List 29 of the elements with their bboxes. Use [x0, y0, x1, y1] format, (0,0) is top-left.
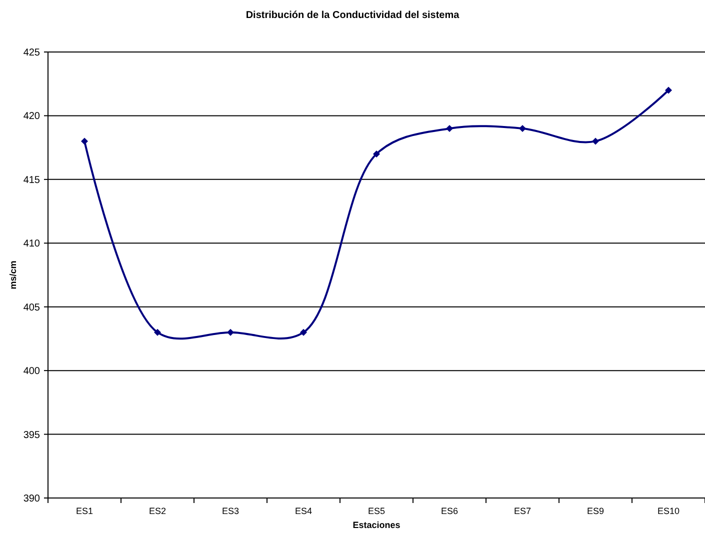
x-tick-label: ES9	[586, 506, 604, 516]
point	[81, 138, 88, 145]
x-tick-label: ES2	[148, 506, 166, 516]
y-tick-label: 395	[23, 430, 40, 441]
chart-title: Distribución de la Conductividad del sistema	[246, 10, 460, 21]
point	[665, 86, 672, 94]
x-tick-label: ES1	[76, 506, 94, 516]
y-tick-label: 405	[23, 302, 40, 314]
x-axis-title: Estaciones	[352, 520, 400, 530]
point	[592, 138, 599, 145]
x-tick-label: ES7	[514, 506, 532, 516]
y-axis-title: ms/cm	[8, 260, 18, 290]
x-tick-label: ES3	[222, 506, 240, 516]
x-tick-label: ES6	[440, 506, 458, 516]
point	[519, 124, 526, 132]
x-tick-label: ES10	[657, 506, 680, 516]
y-tick-label: 425	[23, 48, 40, 58]
y-tick-label: 400	[23, 366, 40, 378]
point	[300, 328, 307, 336]
point	[446, 124, 453, 132]
y-tick-label: 415	[23, 174, 40, 186]
y-tick-label: 390	[23, 494, 40, 504]
x-tick-label: ES5	[368, 506, 386, 516]
point	[154, 328, 161, 336]
y-tick-label: 420	[23, 111, 40, 122]
x-tick-label: ES4	[294, 506, 312, 516]
y-tick-label: 410	[23, 238, 40, 250]
point	[373, 150, 380, 158]
point	[227, 328, 234, 336]
